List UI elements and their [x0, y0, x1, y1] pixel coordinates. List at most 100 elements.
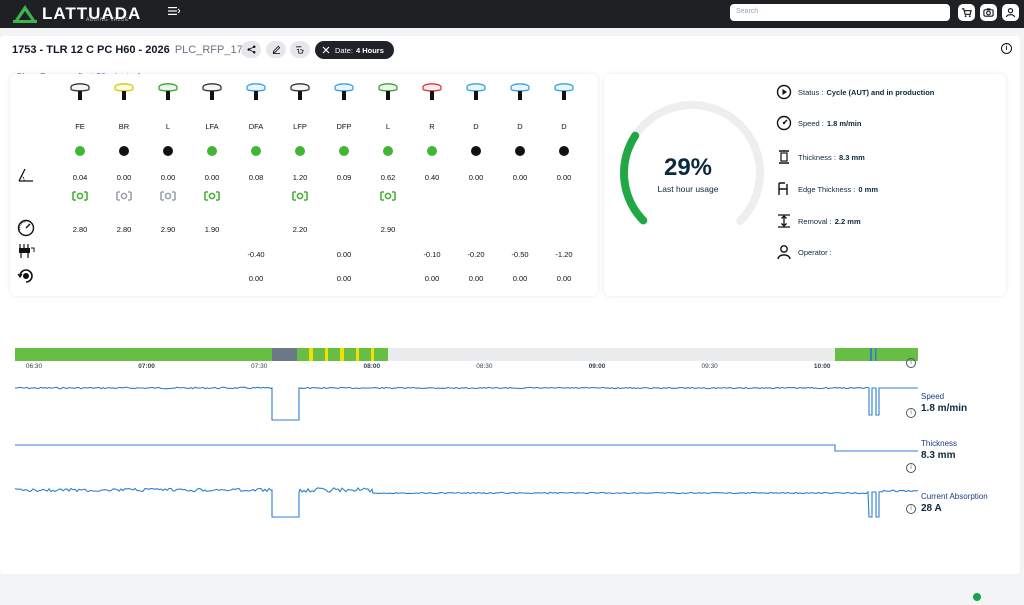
station-column[interactable]: DFP 0.09 0.00 0.00: [324, 74, 364, 296]
station-column[interactable]: LFA 0.00 1.90: [192, 74, 232, 296]
station-column[interactable]: D 0.00 -0.20 0.00: [456, 74, 496, 296]
current-info-icon[interactable]: i: [906, 504, 916, 514]
station-rotation-value: 0.00: [556, 274, 572, 283]
station-offset-value: -0.10: [423, 250, 441, 259]
top-bar: LATTUADA ADDING VALUE Search: [0, 0, 1024, 28]
station-code: LFA: [205, 122, 219, 131]
timeline-tick-label: 07:30: [251, 363, 268, 370]
station-angle-value: 0.00: [512, 173, 528, 182]
date-label: Date:: [335, 45, 353, 55]
timeline-segment: [297, 348, 309, 361]
grinding-wheel-icon: [290, 83, 310, 100]
station-angle-value: 0.00: [204, 173, 220, 182]
usage-gauge: [620, 101, 764, 226]
property-value: 0 mm: [858, 184, 878, 194]
station-column[interactable]: DFA 0.08 -0.40 0.00: [236, 74, 276, 296]
timeline-info-icon[interactable]: i: [906, 358, 916, 368]
clamp-status-icon: [380, 191, 396, 201]
timeline-marker: [870, 348, 872, 361]
station-angle-value: 0.04: [72, 173, 88, 182]
station-status-dot: [163, 146, 173, 156]
edit-button[interactable]: [266, 41, 286, 58]
grinding-wheel-icon: [510, 83, 530, 100]
station-column[interactable]: FE 0.04 2.80: [60, 74, 100, 296]
station-offset-value: -0.40: [247, 250, 265, 259]
property-value: 1.8 m/min: [826, 118, 862, 128]
station-column[interactable]: LFP 1.20 2.20: [280, 74, 320, 296]
property-label: Edge Thickness :: [798, 184, 856, 194]
grinding-wheel-icon: [334, 83, 354, 100]
grinding-wheel-icon: [554, 83, 574, 100]
station-column[interactable]: L 0.00 2.90: [148, 74, 188, 296]
station-offset-value: -0.50: [511, 250, 529, 259]
date-filter-chip[interactable]: Date: 4 Hours: [315, 41, 394, 59]
station-pressure-value: 2.90: [380, 225, 396, 234]
status-property: Thickness :8.3 mm: [776, 149, 865, 165]
thickness-info-icon[interactable]: i: [906, 463, 916, 473]
speed-info-icon[interactable]: i: [906, 408, 916, 418]
status-card: 29% Last hour usage Status : Cycle (AUT) …: [604, 74, 1006, 296]
grinding-wheel-icon: [422, 83, 442, 100]
machine-title: 1753 - TLR 12 C PC H60 - 2026: [12, 44, 170, 56]
timeline-tick-label: 10:00: [813, 363, 831, 370]
timeline-tick-label: 06:30: [25, 363, 43, 370]
speed-label: Speed: [921, 392, 945, 401]
play-circle-icon: [776, 84, 792, 100]
station-column[interactable]: R 0.40 -0.10 0.00: [412, 74, 452, 296]
gauge-fill: [620, 131, 648, 225]
status-property: Edge Thickness :0 mm: [776, 181, 878, 197]
property-label: Speed :: [798, 118, 824, 128]
grinding-wheel-icon: [466, 83, 486, 100]
filter-button[interactable]: [290, 41, 310, 58]
station-angle-value: 1.20: [292, 173, 308, 182]
grinding-wheel-icon: [114, 83, 134, 100]
production-timeline: [15, 348, 918, 361]
info-icon[interactable]: i: [1001, 43, 1012, 54]
station-pressure-value: 2.80: [116, 225, 132, 234]
station-column[interactable]: D 0.00 -0.50 0.00: [500, 74, 540, 296]
angle-icon: [18, 168, 33, 182]
usage-label: Last hour usage: [657, 184, 719, 194]
thickness-label: Thickness: [921, 439, 958, 448]
property-value: 2.2 mm: [834, 216, 861, 226]
station-status-dot: [251, 146, 261, 156]
logo[interactable]: LATTUADA: [12, 3, 141, 25]
grinding-wheel-icon: [246, 83, 266, 100]
menu-toggle-icon[interactable]: [168, 6, 182, 20]
search-input[interactable]: Search: [730, 4, 950, 21]
speedometer-icon: [776, 115, 792, 131]
trend-charts: [14, 386, 919, 518]
station-rotation-value: 0.00: [512, 274, 528, 283]
grinding-wheel-icon: [378, 83, 398, 100]
stations-card: FE 0.04 2.80 BR 0.00 2.80 L 0.00 2.90 LFA 0.00 1.90…: [10, 74, 598, 296]
property-label: Removal :: [798, 216, 832, 226]
camera-icon[interactable]: [980, 4, 997, 21]
station-pressure-value: 1.90: [204, 225, 220, 234]
station-column[interactable]: L 0.62 2.90: [368, 74, 408, 296]
timeline-marker: [875, 348, 877, 361]
pressure-gauge-icon: [17, 219, 35, 237]
station-offset-value: 0.00: [336, 250, 352, 259]
connection-status-dot: [973, 593, 981, 601]
station-angle-value: 0.08: [248, 173, 264, 182]
user-menu-icon[interactable]: [1002, 4, 1019, 21]
speed-value: 1.8 m/min: [921, 403, 968, 414]
station-code: DFP: [336, 122, 352, 131]
station-column[interactable]: BR 0.00 2.80: [104, 74, 144, 296]
station-column[interactable]: D 0.00 -1.20 0.00: [544, 74, 584, 296]
station-code: FE: [75, 122, 85, 131]
cart-icon[interactable]: [958, 4, 975, 21]
clamp-status-icon: [116, 191, 132, 201]
property-value: 8.3 mm: [838, 152, 865, 162]
timeline-segment: [374, 348, 388, 361]
station-rotation-value: 0.00: [424, 274, 440, 283]
station-pressure-value: 2.20: [292, 225, 308, 234]
station-angle-value: 0.00: [116, 173, 132, 182]
share-button[interactable]: [241, 41, 261, 58]
close-icon[interactable]: [322, 46, 330, 54]
timeline-segment: [15, 348, 272, 361]
station-code: LFP: [293, 122, 307, 131]
brand-name: LATTUADA: [42, 4, 142, 23]
timeline-segment: [340, 348, 344, 361]
station-status-dot: [515, 146, 525, 156]
